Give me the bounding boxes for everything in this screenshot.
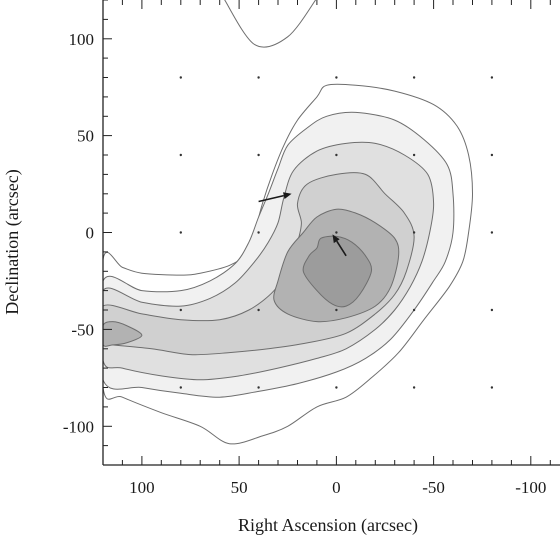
x-tick-label: 0	[332, 478, 341, 497]
grid-dot	[412, 76, 416, 79]
grid-dot	[490, 76, 494, 79]
grid-dot	[179, 231, 182, 234]
annotation-arrow	[332, 234, 347, 257]
y-tick-label: -100	[63, 417, 94, 436]
grid-dot	[257, 308, 260, 312]
grid-dot	[490, 386, 494, 389]
grid-dot	[490, 231, 494, 234]
grid-dot	[412, 153, 416, 157]
annotation-arrow	[258, 192, 292, 203]
grid-dot	[412, 308, 416, 312]
grid-dot	[179, 386, 182, 389]
y-tick-label: 100	[69, 30, 95, 49]
grid-dot	[179, 76, 182, 79]
grid-dot	[412, 231, 416, 234]
y-tick-label: -50	[71, 320, 94, 339]
grid-dot	[179, 153, 182, 157]
grid-dot	[257, 76, 260, 79]
y-tick-label: 0	[86, 224, 95, 243]
y-tick-label: 50	[77, 127, 94, 146]
grid-dot	[257, 386, 260, 389]
contour-layer	[103, 0, 473, 445]
open-contour-line	[224, 0, 317, 48]
arrow-head	[332, 234, 340, 244]
grid-dot	[490, 153, 494, 157]
x-tick-layer: 100 50 0 -50 -100	[102, 0, 551, 497]
grid-dot	[335, 308, 338, 312]
x-tick-label: -50	[422, 478, 445, 497]
x-tick-label: 100	[129, 478, 155, 497]
grid-dot	[412, 386, 416, 389]
grid-dot	[257, 153, 260, 157]
y-tick-layer: 100 50 0 -50 -100	[63, 0, 112, 466]
grid-dot	[335, 76, 338, 79]
y-axis-title: Declination (arcsec)	[2, 169, 23, 314]
grid-dot	[335, 153, 338, 157]
grid-dot	[335, 231, 338, 234]
arrow-head	[283, 192, 292, 199]
grid-dot	[335, 386, 338, 389]
grid-dot-layer	[179, 76, 494, 389]
arrow-shaft	[258, 194, 284, 203]
arrow-layer	[258, 192, 347, 257]
x-axis-title: Right Ascension (arcsec)	[238, 515, 418, 536]
x-tick-label: -100	[515, 478, 546, 497]
x-tick-label: 50	[231, 478, 248, 497]
contour-level-6-region	[302, 235, 373, 308]
grid-dot	[257, 231, 260, 234]
grid-dot	[179, 308, 182, 312]
arrow-shaft	[336, 240, 347, 257]
grid-dot	[490, 308, 494, 312]
